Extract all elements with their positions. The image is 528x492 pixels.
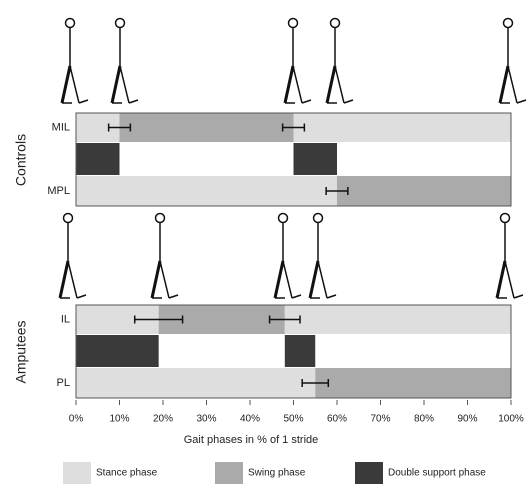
x-tick-label: 0% <box>69 414 84 425</box>
figure-leg <box>68 261 77 298</box>
chart: Gait phases in % of 1 stride MIL MPL Contr… <box>0 0 528 492</box>
row-label: IL <box>61 313 70 325</box>
x-tick-label: 40% <box>240 414 260 425</box>
phase-segment <box>285 305 511 334</box>
panel-label: Amputees <box>13 320 29 383</box>
figure-leg <box>160 261 169 298</box>
figure-leg <box>283 261 292 298</box>
figure-foot <box>169 295 178 298</box>
figure-head <box>504 19 513 28</box>
stick-figure <box>500 19 526 104</box>
figure-leg <box>508 66 517 103</box>
phase-segment <box>285 335 315 367</box>
figure-foot <box>129 100 138 103</box>
figure-foot <box>327 295 336 298</box>
figure-head <box>116 19 125 28</box>
phase-segment <box>76 368 315 398</box>
figure-leg <box>120 66 129 103</box>
x-tick-label: 90% <box>457 414 477 425</box>
figure-leg <box>112 66 120 103</box>
row-label: MPL <box>47 185 70 197</box>
figure-leg <box>62 66 70 103</box>
phase-segment <box>337 176 511 206</box>
x-tick-label: 10% <box>109 414 129 425</box>
figure-leg <box>293 66 302 103</box>
panel-label: Controls <box>13 134 29 186</box>
figure-leg <box>505 261 514 298</box>
figure-leg <box>335 66 344 103</box>
figure-leg <box>275 261 283 298</box>
stick-figure <box>62 19 88 104</box>
x-tick-label: 80% <box>414 414 434 425</box>
row-label: PL <box>57 377 70 389</box>
figure-leg <box>285 66 293 103</box>
x-tick-label: 70% <box>370 414 390 425</box>
figure-head <box>501 214 510 223</box>
figure-foot <box>79 100 88 103</box>
phase-segment <box>315 368 511 398</box>
figure-head <box>279 214 288 223</box>
phase-segment <box>76 143 120 175</box>
figure-leg <box>70 66 79 103</box>
x-tick-label: 100% <box>498 414 524 425</box>
figure-leg <box>60 261 68 298</box>
figure-head <box>314 214 323 223</box>
stick-figure <box>60 214 86 299</box>
figure-leg <box>327 66 335 103</box>
figure-leg <box>497 261 505 298</box>
figure-leg <box>152 261 160 298</box>
legend-label: Swing phase <box>248 468 306 479</box>
stick-figure <box>327 19 353 104</box>
x-tick-label: 60% <box>327 414 347 425</box>
figure-leg <box>500 66 508 103</box>
x-tick-label: 30% <box>196 414 216 425</box>
x-tick-label: 20% <box>153 414 173 425</box>
legend-label: Stance phase <box>96 468 158 479</box>
legend-swatch <box>355 462 383 484</box>
row-label: MIL <box>52 121 70 133</box>
figure-foot <box>77 295 86 298</box>
figure-leg <box>318 261 327 298</box>
phase-segment <box>76 176 337 206</box>
figure-foot <box>292 295 301 298</box>
figure-foot <box>514 295 523 298</box>
legend-label: Double support phase <box>388 468 486 479</box>
figure-foot <box>517 100 526 103</box>
phase-segment <box>294 143 338 175</box>
legend-swatch <box>63 462 91 484</box>
legend-swatch <box>215 462 243 484</box>
x-axis-label: Gait phases in % of 1 stride <box>184 434 319 446</box>
figure-leg <box>310 261 318 298</box>
phase-segment <box>120 113 294 142</box>
stick-figure <box>275 214 301 299</box>
phase-segment <box>76 335 159 367</box>
figure-head <box>156 214 165 223</box>
figure-head <box>66 19 75 28</box>
stick-figure <box>152 214 178 299</box>
stick-figure <box>310 214 336 299</box>
figure-head <box>64 214 73 223</box>
figure-foot <box>344 100 353 103</box>
stick-figure <box>285 19 311 104</box>
figure-foot <box>302 100 311 103</box>
stick-figure <box>497 214 523 299</box>
phase-segment <box>294 113 512 142</box>
figure-head <box>289 19 298 28</box>
figure-head <box>331 19 340 28</box>
stick-figure <box>112 19 138 104</box>
x-tick-label: 50% <box>283 414 303 425</box>
